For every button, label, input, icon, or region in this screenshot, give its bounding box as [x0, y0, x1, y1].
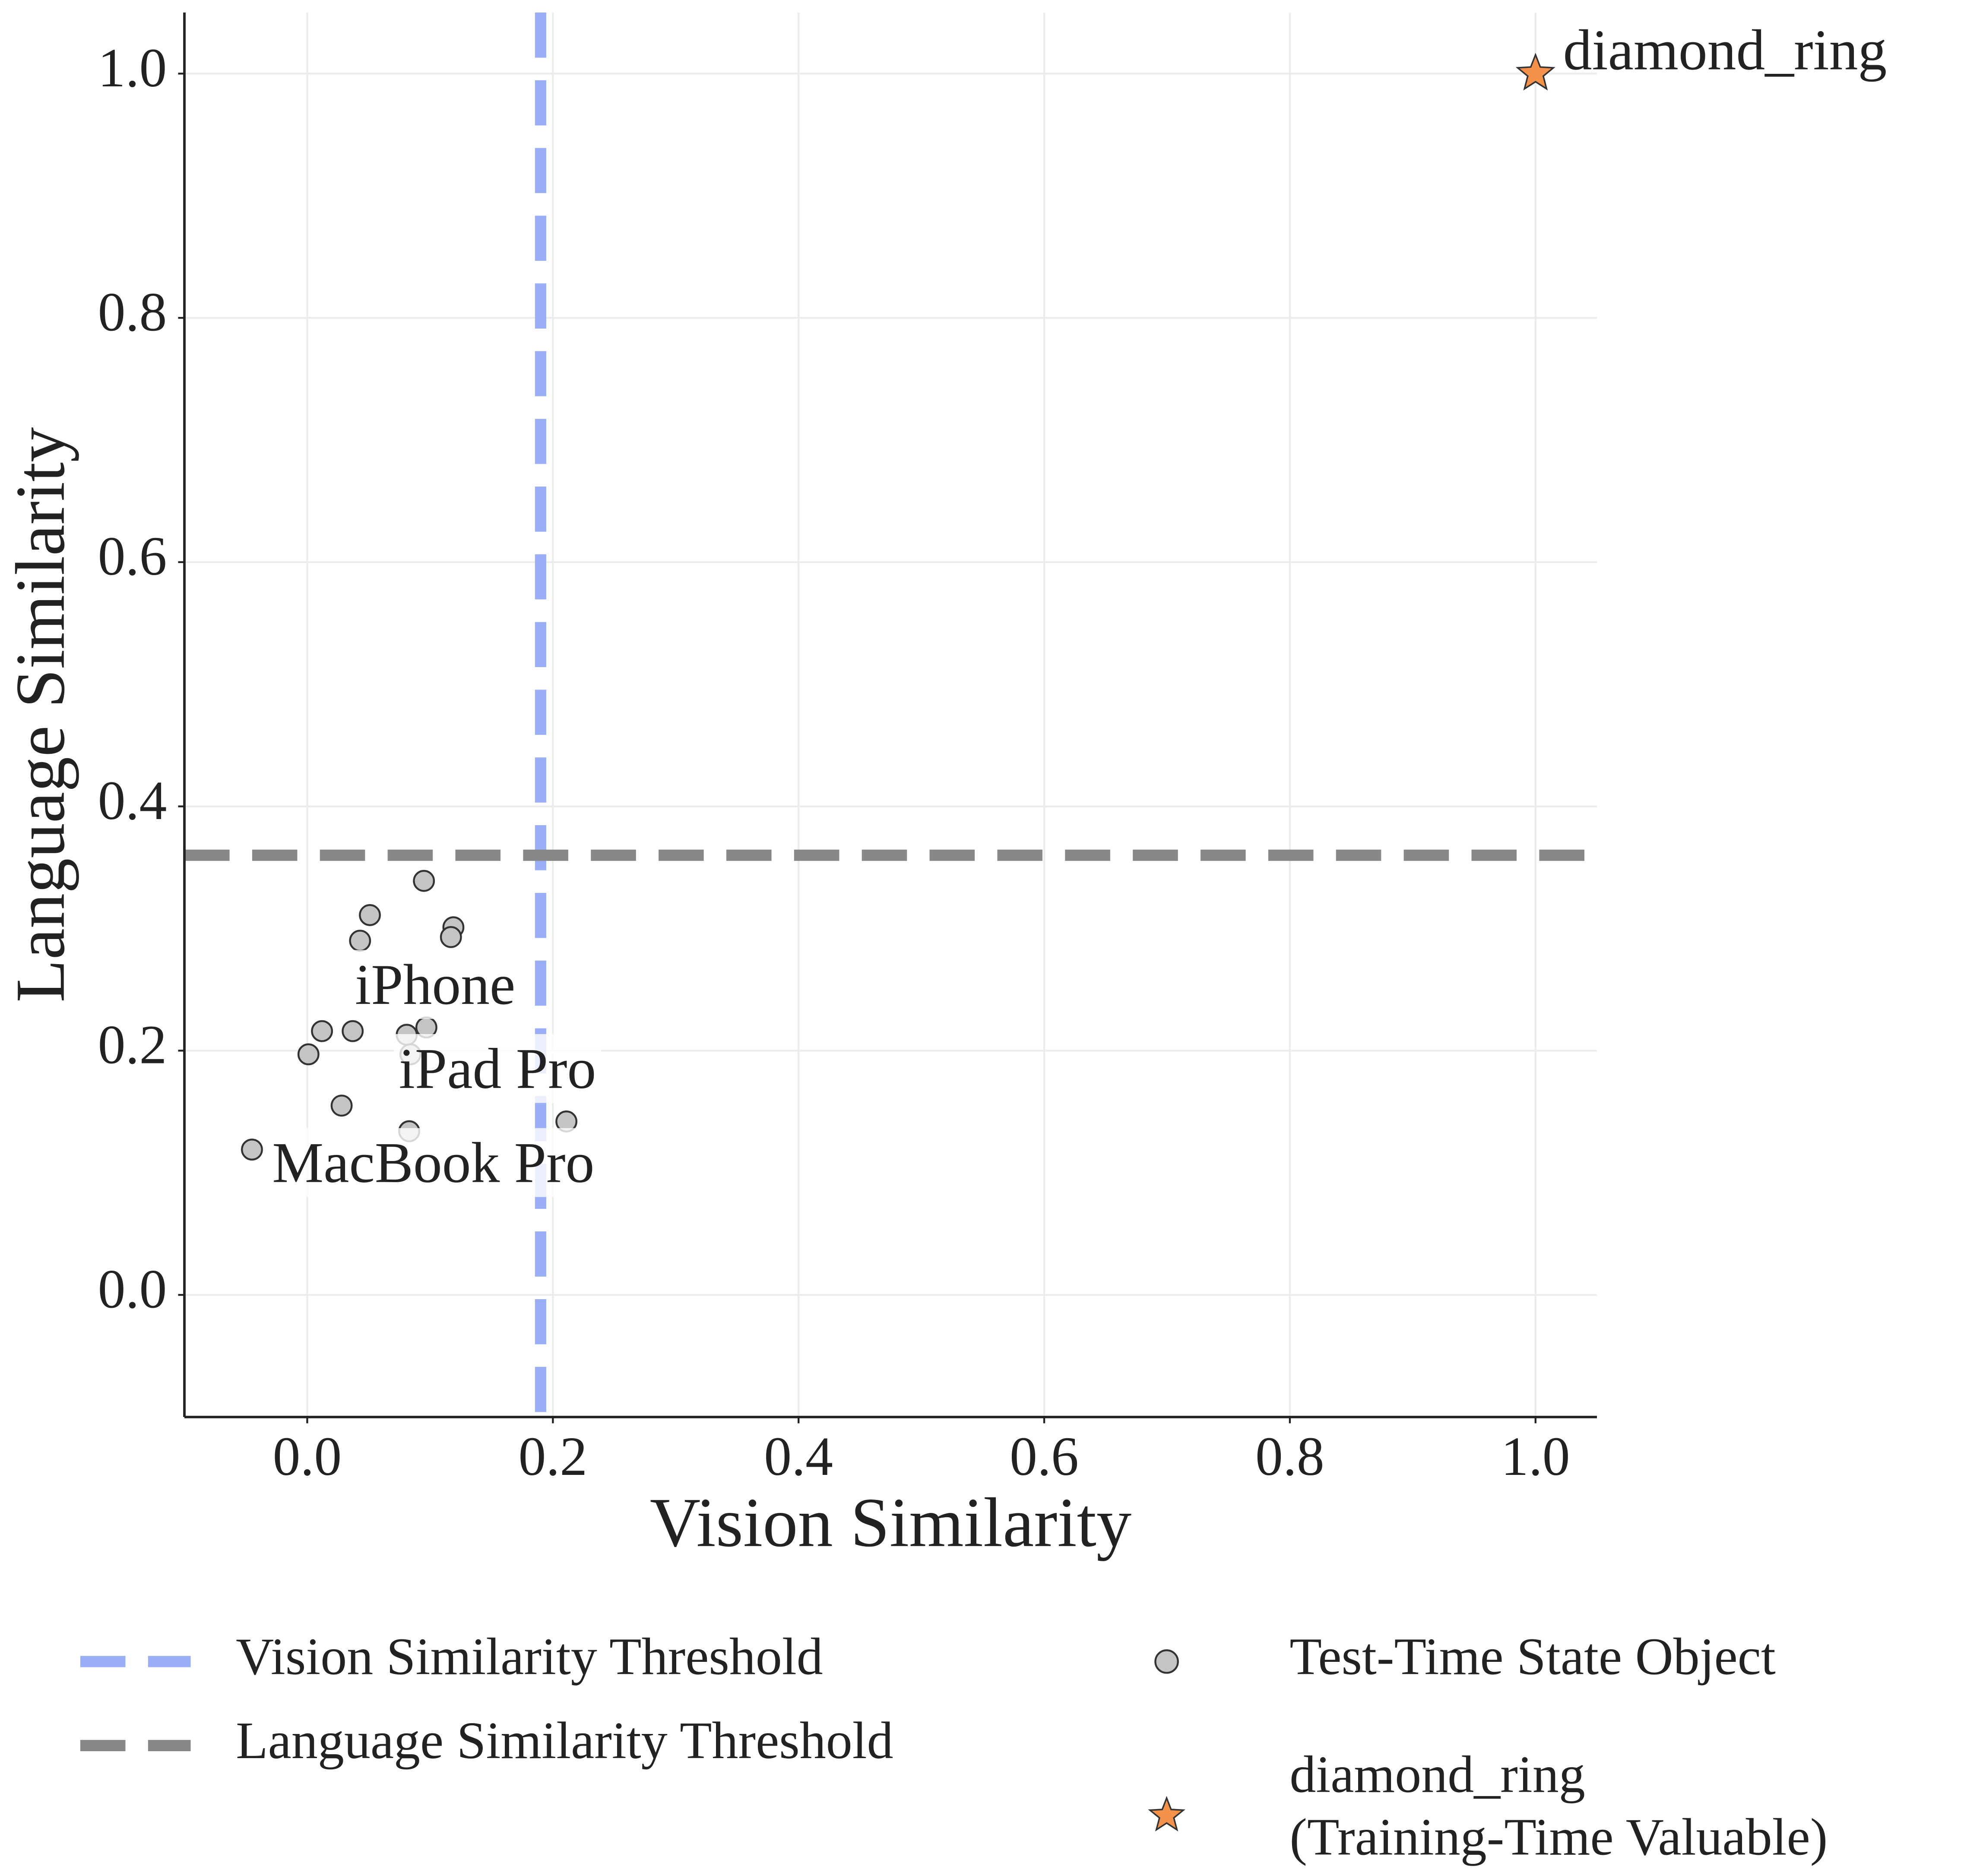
annotation-box	[350, 950, 520, 1019]
y-axis-label: Language Similarity	[2, 427, 79, 1002]
annotation-box	[267, 1128, 600, 1197]
legend-label: diamond_ring (Training-Time Valuable)	[1289, 1746, 1828, 1868]
scatter-point	[297, 1043, 320, 1066]
scatter-point	[349, 930, 371, 952]
point-label: diamond_ring	[1563, 18, 1887, 82]
legend-item: Test-Time State Object	[1289, 1629, 1776, 1687]
x-tick-label: 1.0	[1501, 1426, 1570, 1487]
scatter-point	[413, 870, 435, 892]
scatter-point	[241, 1139, 263, 1161]
legend-item: diamond_ring (Training-Time Valuable)	[1289, 1746, 1828, 1868]
star-point	[1515, 53, 1555, 91]
legend-label: Language Similarity Threshold	[236, 1713, 893, 1771]
y-tick-label: 0.8	[98, 282, 167, 343]
annotation-box	[394, 1034, 601, 1103]
legend-swatch	[1154, 1649, 1179, 1674]
y-tick-label: 0.2	[98, 1014, 167, 1076]
x-tick-label: 0.6	[1010, 1426, 1079, 1487]
legend-label: Test-Time State Object	[1289, 1629, 1776, 1687]
scatter-point	[311, 1020, 333, 1042]
annotation: MacBook Pro	[272, 1131, 594, 1195]
legend-label: Vision Similarity Threshold	[236, 1629, 823, 1687]
legend-swatch	[1148, 1796, 1185, 1832]
x-tick-label: 0.0	[273, 1426, 342, 1487]
y-tick-label: 0.6	[98, 525, 167, 587]
scatter-point	[342, 1020, 364, 1042]
scatter-point	[359, 904, 381, 926]
legend-item: Language Similarity Threshold	[236, 1713, 893, 1771]
legend-item: Vision Similarity Threshold	[236, 1629, 823, 1687]
x-axis-label: Vision Similarity	[650, 1484, 1131, 1562]
annotation: iPhone	[355, 952, 515, 1016]
annotation: iPad Pro	[399, 1037, 596, 1101]
scatter-point	[330, 1095, 353, 1117]
y-tick-label: 0.4	[98, 770, 167, 831]
x-tick-label: 0.2	[518, 1426, 587, 1487]
x-tick-label: 0.4	[764, 1426, 833, 1487]
x-tick-label: 0.8	[1255, 1426, 1324, 1487]
y-tick-label: 0.0	[98, 1258, 167, 1319]
scatter-point	[440, 926, 462, 948]
y-tick-label: 1.0	[98, 37, 167, 98]
